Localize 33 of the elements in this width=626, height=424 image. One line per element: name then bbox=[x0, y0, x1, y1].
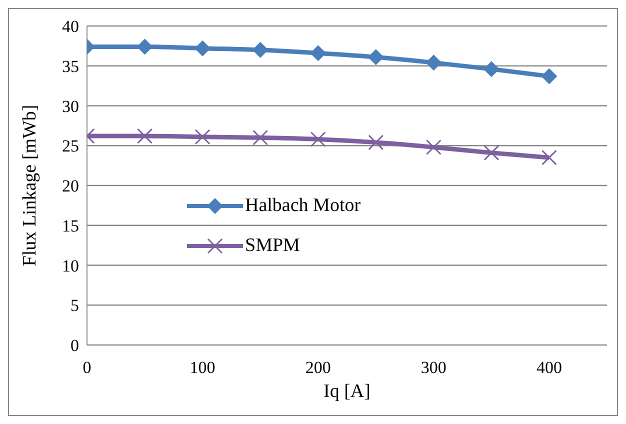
point bbox=[368, 134, 384, 150]
y-tick-label: 25 bbox=[62, 136, 79, 156]
x-tick-label: 0 bbox=[82, 358, 92, 378]
point bbox=[368, 49, 384, 66]
y-tick-label: 5 bbox=[70, 296, 79, 316]
y-tick-label: 40 bbox=[62, 17, 79, 36]
x-tick-label: 100 bbox=[190, 358, 216, 378]
point bbox=[310, 45, 326, 62]
legend-label: Halbach Motor bbox=[245, 195, 361, 217]
x-tick-label: 200 bbox=[305, 358, 331, 378]
y-tick-label: 10 bbox=[62, 256, 79, 276]
y-tick-label: 30 bbox=[62, 96, 79, 116]
y-tick-label: 0 bbox=[70, 336, 79, 356]
point bbox=[194, 129, 210, 145]
point bbox=[194, 40, 211, 56]
x-tick-label: 300 bbox=[420, 358, 446, 378]
y-tick-label: 15 bbox=[62, 216, 79, 236]
point bbox=[252, 42, 268, 58]
y-tick-label: 20 bbox=[62, 176, 79, 196]
point bbox=[541, 68, 558, 84]
y-axis-title: Flux Linkage [mWb] bbox=[20, 104, 41, 266]
y-tick-label: 35 bbox=[62, 56, 79, 76]
point bbox=[137, 128, 153, 144]
point bbox=[252, 130, 268, 146]
point bbox=[484, 145, 500, 161]
point bbox=[426, 139, 442, 155]
point bbox=[426, 54, 442, 71]
x-tick-label: 400 bbox=[536, 358, 562, 378]
point bbox=[310, 131, 326, 147]
point bbox=[541, 150, 557, 166]
legend-label: SMPM bbox=[245, 235, 300, 257]
point bbox=[483, 61, 500, 78]
x-axis-title: Iq [A] bbox=[324, 381, 370, 402]
